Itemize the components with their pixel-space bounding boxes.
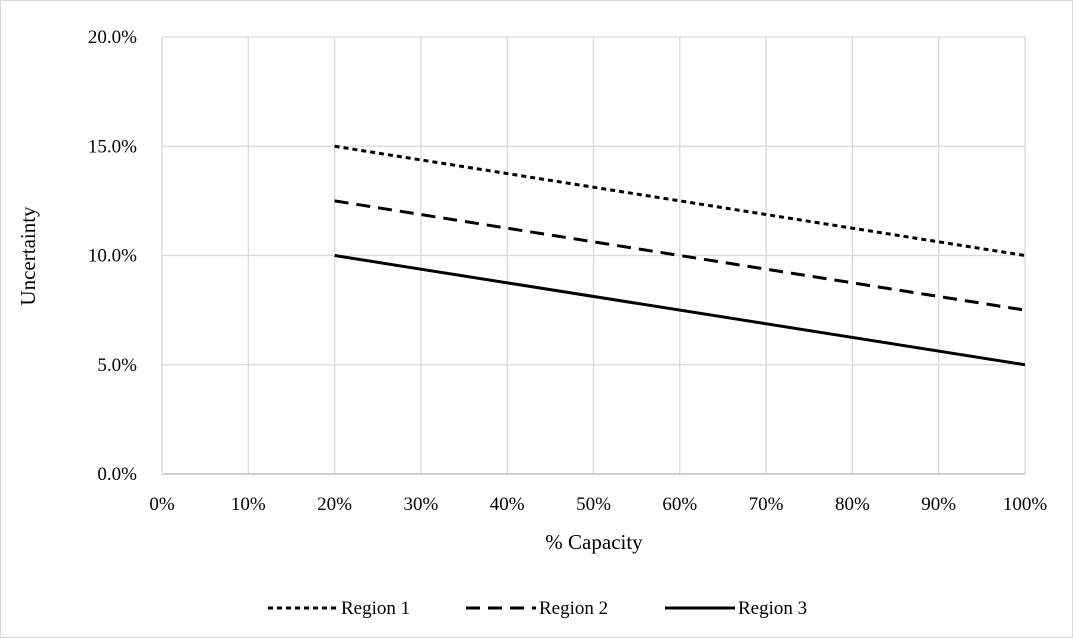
x-tick-labels: 0% 10% 20% 30% 40% 50% 60% 70% 80% 90% 100% bbox=[149, 494, 1047, 515]
x-tick-label-6: 60% bbox=[662, 494, 697, 515]
y-tick-label-4: 20.0% bbox=[88, 27, 137, 48]
x-tick-label-8: 80% bbox=[835, 494, 870, 515]
x-tick-label-4: 40% bbox=[490, 494, 525, 515]
y-tick-label-2: 10.0% bbox=[88, 246, 137, 267]
series-line-region-2 bbox=[334, 199, 1026, 312]
series-lines bbox=[334, 144, 1026, 367]
x-axis-title: % Capacity bbox=[545, 530, 643, 554]
legend-label-region-1: Region 1 bbox=[341, 598, 410, 619]
series-line-region-3 bbox=[334, 254, 1026, 367]
y-tick-label-1: 5.0% bbox=[97, 355, 137, 376]
x-tick-label-1: 10% bbox=[231, 494, 266, 515]
x-tick-label-7: 70% bbox=[749, 494, 784, 515]
x-tick-label-2: 20% bbox=[317, 494, 352, 515]
legend: Region 1 Region 2 Region 3 bbox=[268, 598, 807, 619]
x-tick-label-10: 100% bbox=[1003, 494, 1048, 515]
y-tick-label-0: 0.0% bbox=[97, 464, 137, 485]
y-tick-labels: 0.0% 5.0% 10.0% 15.0% 20.0% bbox=[88, 27, 137, 485]
x-tick-label-9: 90% bbox=[921, 494, 956, 515]
x-tick-label-0: 0% bbox=[149, 494, 175, 515]
legend-label-region-3: Region 3 bbox=[738, 598, 807, 619]
gridlines bbox=[161, 36, 1026, 474]
y-axis-title: Uncertainty bbox=[16, 206, 40, 306]
y-tick-label-3: 15.0% bbox=[88, 136, 137, 157]
legend-label-region-2: Region 2 bbox=[539, 598, 608, 619]
x-tick-label-3: 30% bbox=[403, 494, 438, 515]
x-tick-label-5: 50% bbox=[576, 494, 611, 515]
